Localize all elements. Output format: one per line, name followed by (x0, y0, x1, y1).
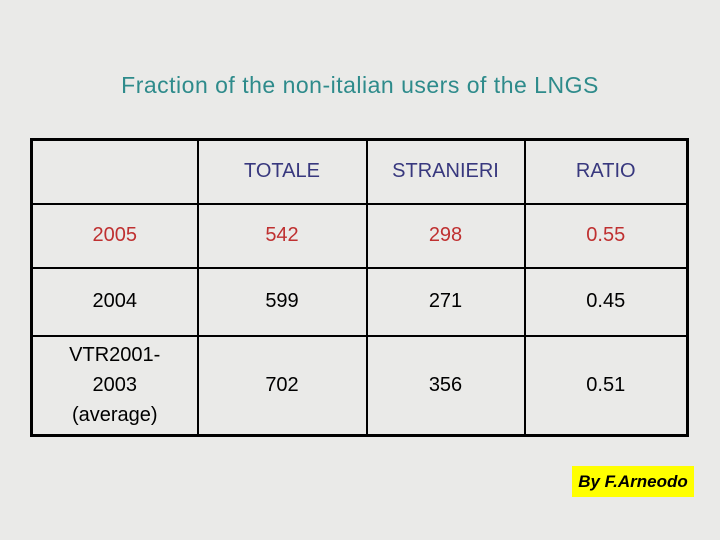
users-table: TOTALE STRANIERI RATIO 2005 542 298 0.55… (30, 138, 689, 437)
row-label-cell: VTR2001- 2003 (average) (30, 334, 199, 437)
stranieri-value-cell: 356 (365, 334, 526, 437)
totale-value-cell: 599 (196, 266, 368, 337)
column-header-stranieri: STRANIERI (365, 138, 526, 205)
row-label-cell: 2004 (30, 266, 199, 337)
header-row: TOTALE STRANIERI RATIO (30, 138, 689, 205)
ratio-value-cell: 0.55 (523, 202, 689, 269)
stranieri-value-cell: 271 (365, 266, 526, 337)
table-row-vtr-average: VTR2001- 2003 (average) 702 356 0.51 (30, 334, 689, 437)
ratio-value-cell: 0.45 (523, 266, 689, 337)
totale-value-cell: 542 (196, 202, 368, 269)
table-row-2005: 2005 542 298 0.55 (30, 202, 689, 269)
stranieri-value-cell: 298 (365, 202, 526, 269)
row-label-cell: 2005 (30, 202, 199, 269)
credit-badge: By F.Arneodo (572, 466, 694, 497)
column-header-ratio: RATIO (523, 138, 689, 205)
column-header-totale: TOTALE (196, 138, 368, 205)
corner-cell (30, 138, 199, 205)
credit-text: By F.Arneodo (578, 471, 688, 491)
slide-title: Fraction of the non-italian users of the… (121, 72, 599, 98)
totale-value-cell: 702 (196, 334, 368, 437)
table-row-2004: 2004 599 271 0.45 (30, 266, 689, 337)
ratio-value-cell: 0.51 (523, 334, 689, 437)
